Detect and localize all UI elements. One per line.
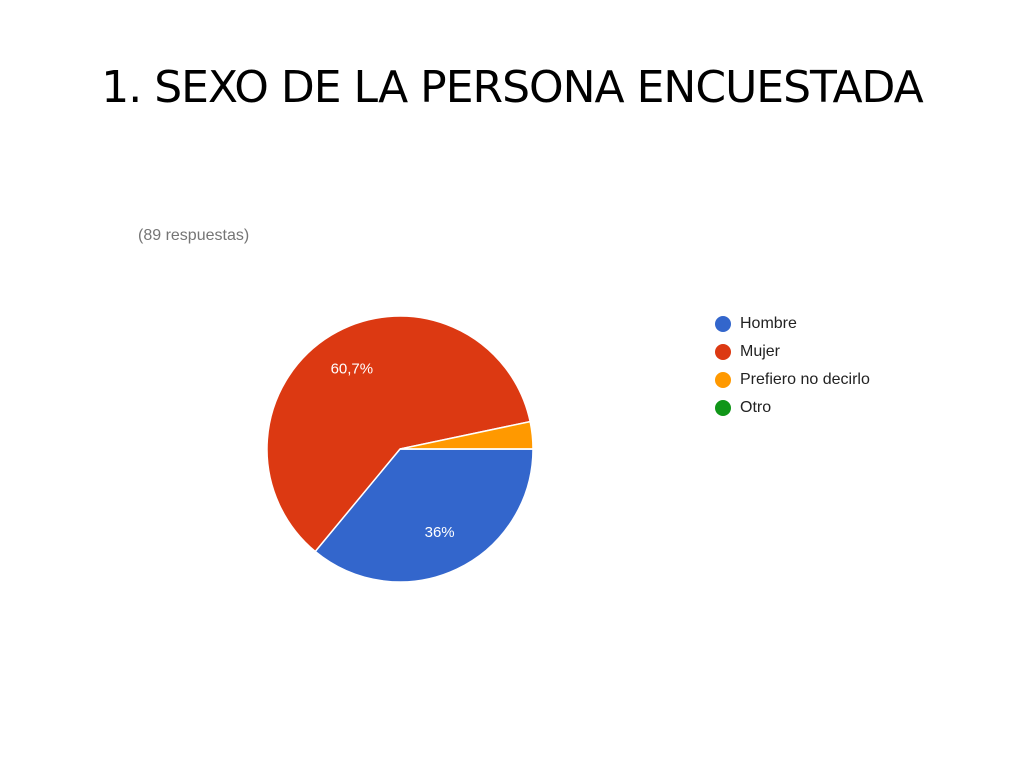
slice-label: 36% [425,524,455,541]
legend-swatch [715,316,731,332]
chart-subtitle: (89 respuestas) [138,227,249,244]
legend-label: Hombre [740,315,797,332]
legend-label: Mujer [740,343,781,360]
legend-swatch [715,400,731,416]
slide-title: 1. SEXO DE LA PERSONA ENCUESTADA [101,62,924,113]
pie-slice [266,315,532,553]
legend-label: Otro [740,399,771,416]
legend-swatch [715,344,731,360]
legend-swatch [715,372,731,388]
slice-label: 60,7% [331,360,374,377]
pie-slice [314,448,534,583]
legend-label: Prefiero no decirlo [740,371,870,388]
